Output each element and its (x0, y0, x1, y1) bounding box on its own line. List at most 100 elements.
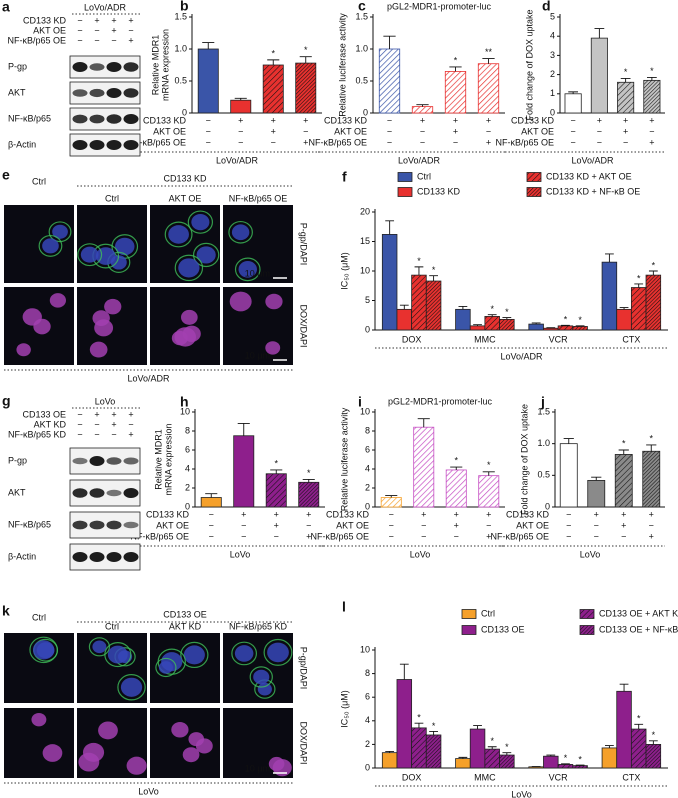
y-axis-label: mRNA expression (160, 29, 170, 101)
condition-sign: − (306, 520, 311, 530)
nucleus (31, 712, 47, 727)
condition-sign: + (621, 509, 626, 519)
condition-sign: − (420, 126, 425, 136)
row-label: P-gp/DAPI (299, 647, 309, 690)
condition-sign: + (649, 137, 654, 147)
group-label: LoVo/ADR (571, 155, 614, 165)
significance: * (564, 753, 568, 763)
condition-sign: − (594, 520, 599, 530)
condition-sign: − (94, 25, 99, 35)
image-footer: LoVo (138, 786, 159, 796)
bar (411, 274, 427, 331)
significance: * (637, 273, 641, 283)
nucleus (265, 341, 281, 355)
condition-sign: − (387, 115, 392, 125)
micrograph (223, 205, 293, 283)
condition-sign: + (454, 509, 459, 519)
condition-sign: + (486, 137, 491, 147)
y-tick-label: 8 (365, 668, 370, 678)
blot-band (89, 456, 105, 466)
condition-sign: − (389, 531, 394, 541)
nucleus (229, 291, 252, 312)
condition-sign: + (453, 115, 458, 125)
x-tick-label: MMC (474, 334, 496, 344)
condition-sign: + (271, 126, 276, 136)
legend-label: CD133 KD (417, 186, 461, 196)
significance: * (454, 55, 458, 65)
significance: * (622, 438, 626, 448)
error-bar (429, 275, 438, 282)
condition-sign: − (271, 137, 276, 147)
bar (444, 71, 467, 114)
error-bar (575, 764, 585, 766)
error-bar (205, 493, 218, 498)
bar (381, 234, 398, 331)
legend-swatch (461, 625, 477, 635)
condition-sign: − (206, 126, 211, 136)
error-bar (646, 444, 657, 452)
bar (233, 435, 255, 508)
y-tick-label: 4 (365, 715, 370, 725)
y-axis-label: IC₅₀ (μM) (339, 252, 349, 290)
band-label: β-Actin (8, 139, 36, 149)
x-tick-label: DOX (402, 334, 422, 344)
panel-letter: f (342, 169, 347, 185)
condition-sign: − (387, 137, 392, 147)
y-tick-label: 1.5 (174, 11, 187, 21)
blot-band (89, 114, 105, 124)
bar (630, 287, 647, 331)
nucleus (178, 258, 200, 278)
column-label: NF-κB/p65 OE (229, 193, 288, 203)
error-bar (648, 270, 658, 276)
condition-sign: + (421, 509, 426, 519)
significance: * (637, 714, 641, 724)
condition-sign: + (594, 509, 599, 519)
group-label: LoVo (230, 549, 251, 559)
legend-label: CD133 KD + NF-κB OE (546, 186, 640, 196)
bar (411, 727, 427, 769)
condition-sign: + (621, 520, 626, 530)
error-bar (487, 314, 497, 317)
condition-sign: + (306, 531, 311, 541)
bar (484, 748, 500, 769)
significance: * (271, 48, 275, 58)
condition-sign: + (486, 531, 491, 541)
y-tick-label: 1.5 (355, 11, 368, 21)
condition-sign: − (566, 531, 571, 541)
nucleus (158, 661, 173, 674)
cell-membrane (88, 637, 111, 657)
bar (411, 106, 434, 114)
condition-label: NF-κB/p65 OE (127, 137, 186, 147)
blot-band (72, 488, 88, 498)
significance: * (649, 433, 653, 443)
x-tick-label: CTX (622, 772, 640, 782)
bar (469, 728, 486, 769)
blot-band (123, 488, 139, 498)
error-bar (417, 418, 430, 428)
bar (642, 450, 661, 508)
column-label: Ctrl (32, 612, 46, 622)
blot-band (123, 114, 139, 124)
panel-letter: a (2, 0, 10, 15)
y-tick-label: 10 (360, 406, 370, 416)
cell-membrane (180, 641, 209, 669)
condition-sign: + (271, 115, 276, 125)
nucleus (52, 224, 68, 239)
condition-sign: + (306, 509, 311, 519)
bar (499, 754, 515, 769)
condition-sign: − (421, 531, 426, 541)
condition-label: CD133 KD (506, 509, 550, 519)
blot-band (106, 552, 122, 562)
column-label: AKT KD (169, 621, 202, 631)
y-tick-label: 5 (365, 295, 370, 305)
blot-strip (69, 133, 141, 157)
legend-label: CD133 KD + AKT OE (546, 171, 632, 181)
bar (601, 747, 618, 769)
error-bar (619, 683, 629, 692)
y-tick-label: 10 (360, 644, 370, 654)
y-tick-label: 0 (365, 501, 370, 511)
blot-band (89, 488, 105, 498)
image-header: CD133 OE (163, 609, 207, 619)
condition-sign: − (238, 137, 243, 147)
panel-letter: i (358, 394, 362, 410)
